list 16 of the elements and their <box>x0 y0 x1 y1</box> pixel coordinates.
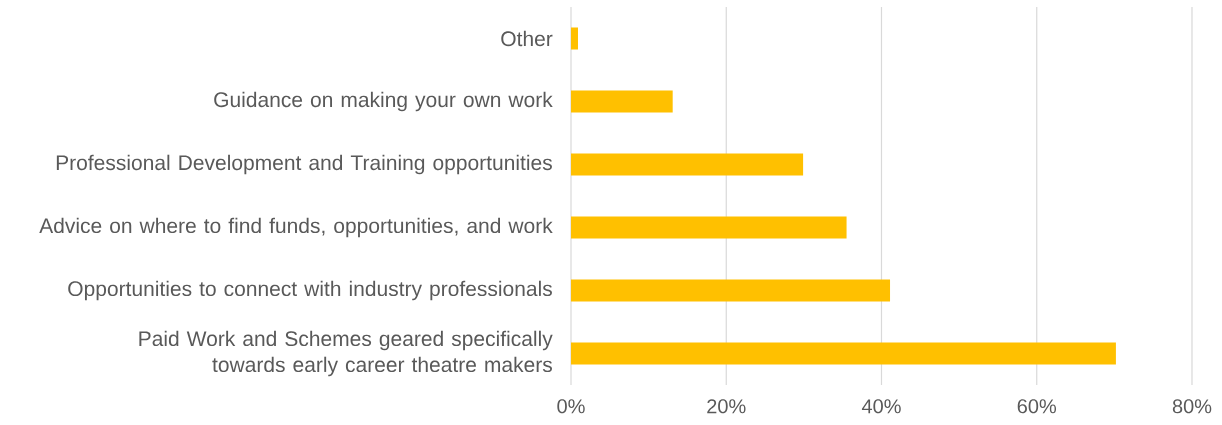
y-tick-label: Other <box>501 30 553 47</box>
bar <box>571 279 891 302</box>
bar <box>571 216 847 239</box>
y-tick-label: Advice on where to find funds, opportunities, and work <box>39 217 553 238</box>
x-tick-label: 60% <box>1017 399 1057 414</box>
y-tick-label: Paid Work and Schemes geared specifically towards early career theatre makers <box>139 330 553 377</box>
bar <box>571 153 804 176</box>
bar <box>571 342 1116 365</box>
x-tick-label: 40% <box>861 399 901 414</box>
y-tick-label: Professional Development and Training opportunities <box>56 154 552 175</box>
x-tick-label: 80% <box>1172 399 1212 414</box>
x-tick-label: 20% <box>707 399 746 414</box>
y-tick-label: Opportunities to connect with industry professionals <box>68 280 552 301</box>
bar <box>571 90 673 113</box>
x-tick-label: 0% <box>557 399 585 414</box>
y-tick-label: Guidance on making your own work <box>214 91 553 112</box>
